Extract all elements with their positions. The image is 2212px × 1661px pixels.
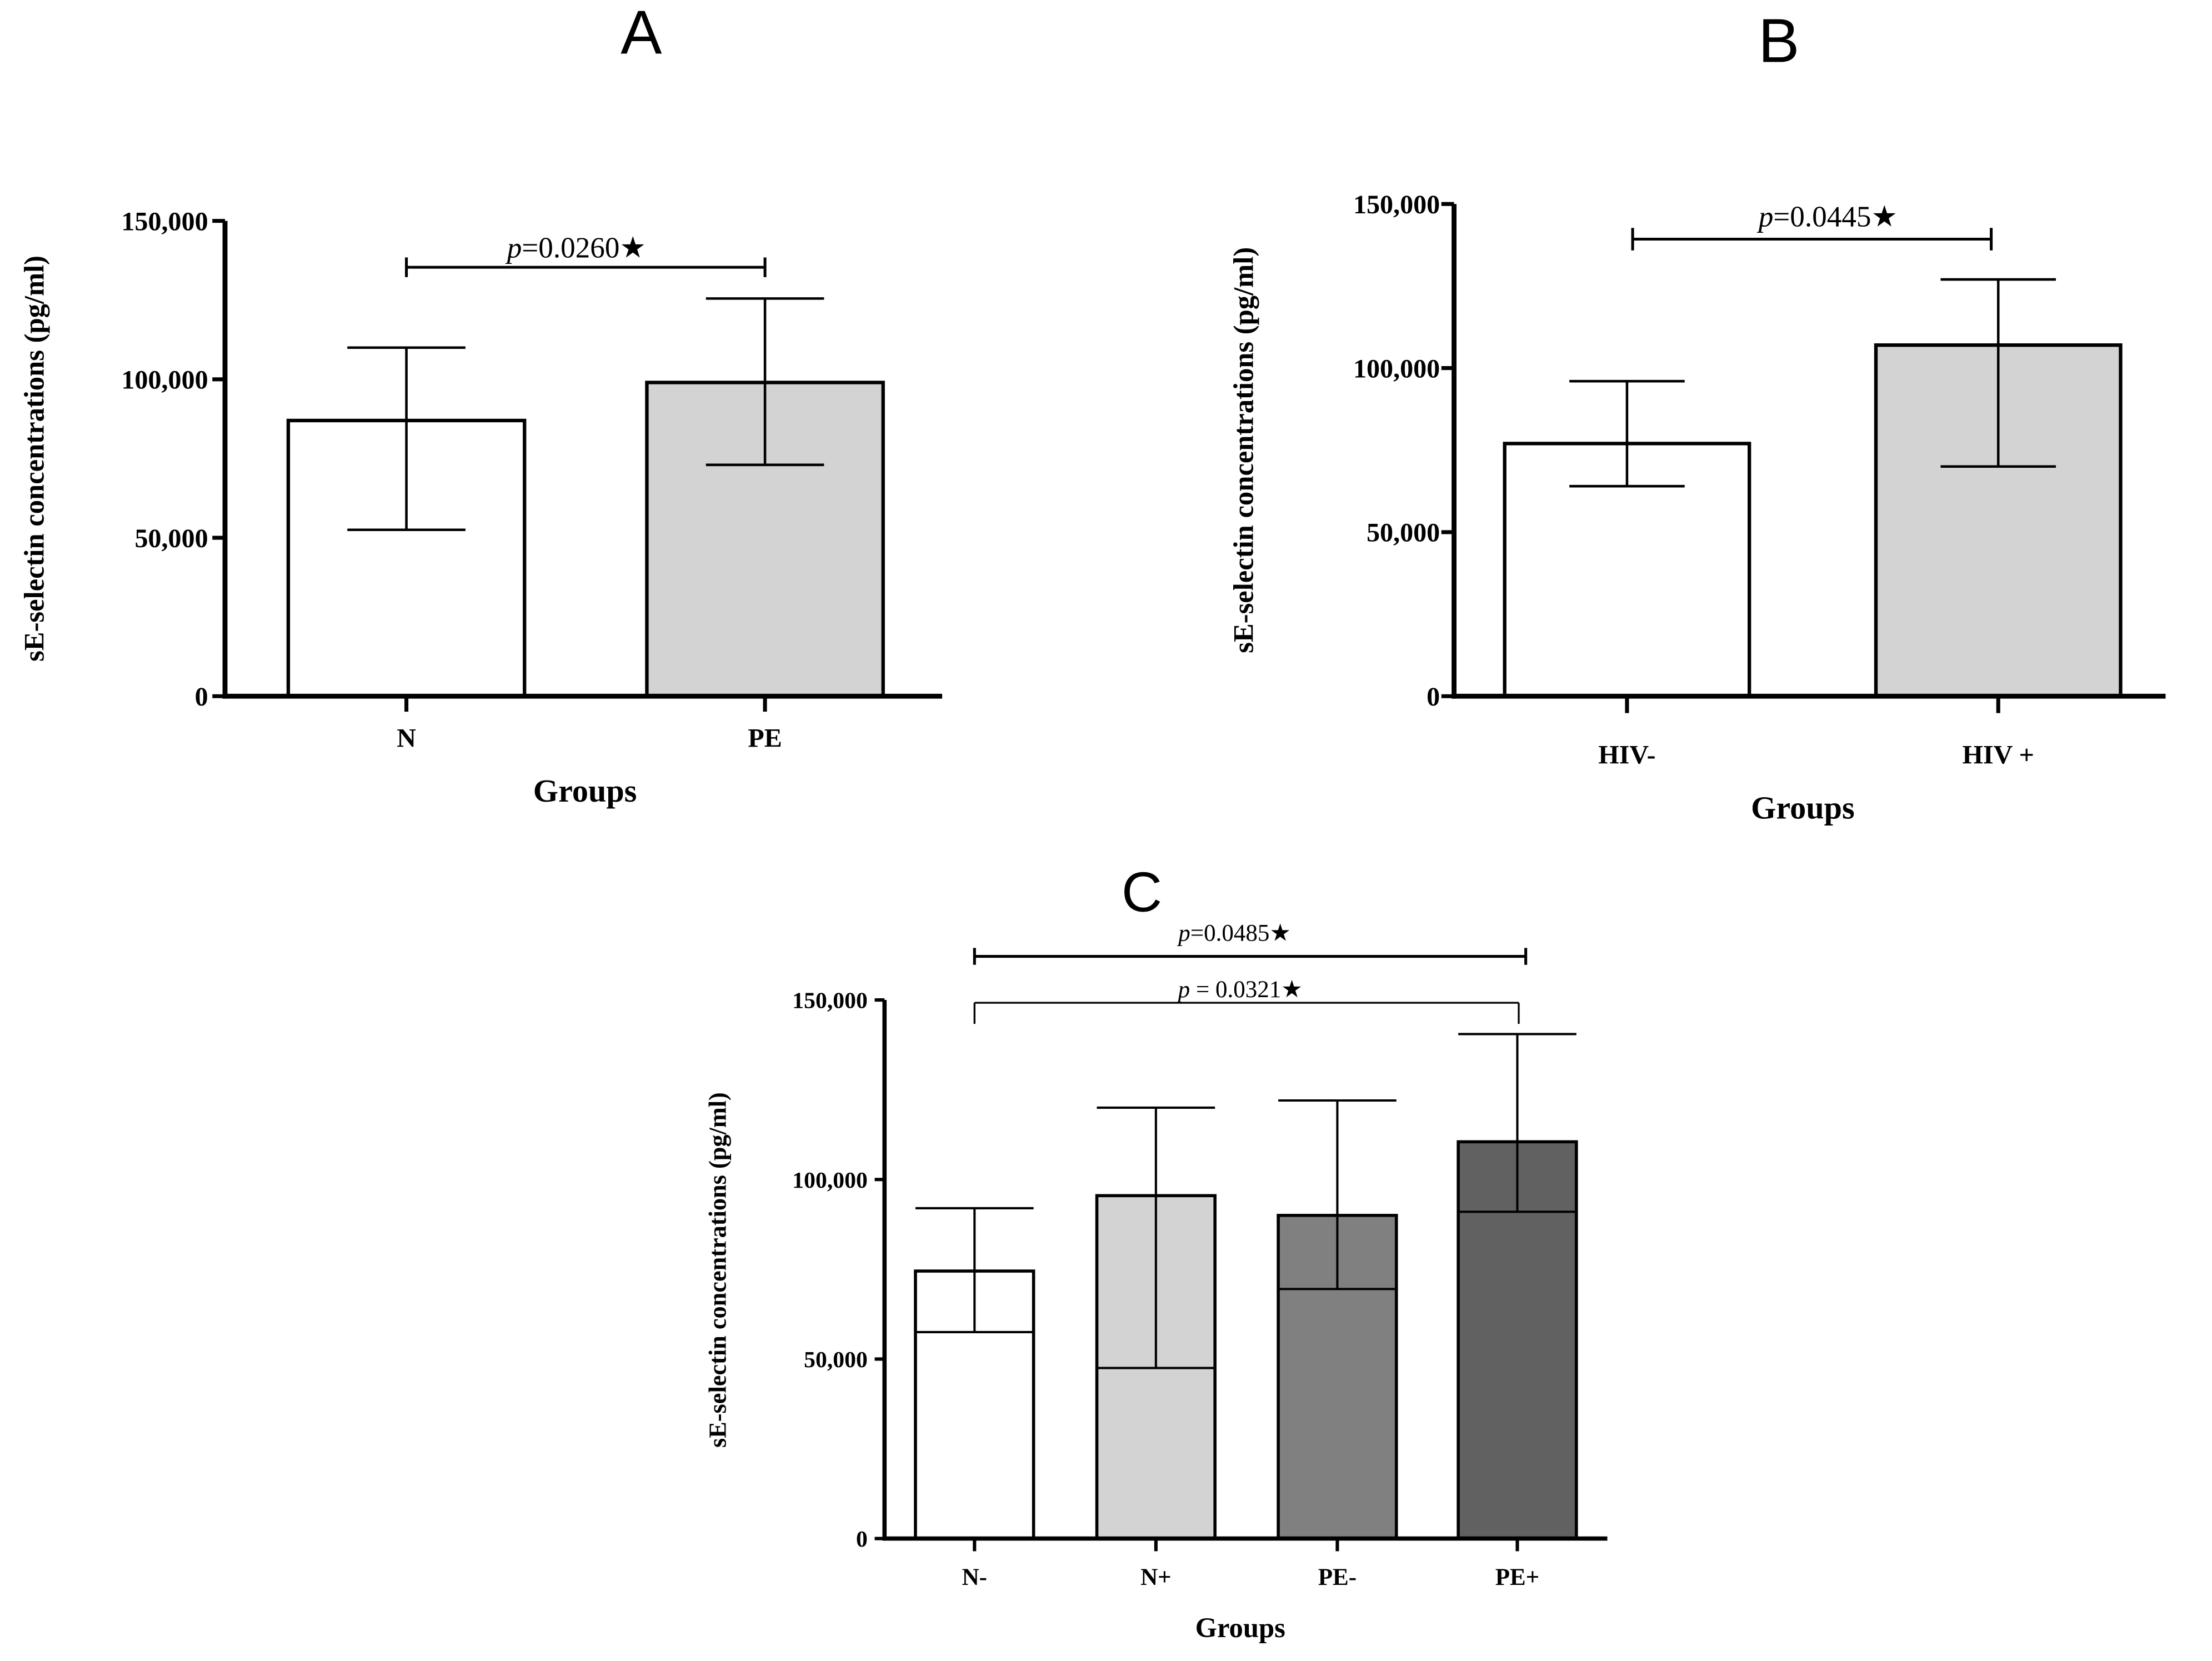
p-symbol: p bbox=[505, 232, 522, 264]
error-bar-hiv-minus bbox=[1569, 379, 1685, 488]
y-axis-title: sE-selectin concentrations (pg/ml) bbox=[704, 1092, 732, 1448]
y-axis-title: sE-selectin concentrations (pg/ml) bbox=[1228, 247, 1259, 653]
significance-bracket bbox=[405, 257, 767, 277]
panel-label: B bbox=[1758, 6, 1799, 76]
p-value-text: =0.0445★ bbox=[1773, 201, 1898, 233]
error-bar-pe-plus bbox=[1458, 1033, 1577, 1213]
p-value-annotation: p = 0.0321★ bbox=[1177, 977, 1303, 1003]
significance-bracket bbox=[973, 1002, 1520, 1024]
error-bar-pe bbox=[705, 297, 824, 467]
significance-bracket bbox=[973, 948, 1528, 965]
y-tick-label: 100,000 bbox=[1353, 354, 1440, 383]
p-value-annotation: p=0.0485★ bbox=[1177, 920, 1291, 947]
panel-c: C 0 50,000 100,000 150,000 N- N+ PE- PE+ Groups sE… bbox=[704, 861, 1608, 1643]
y-tick-label: 150,000 bbox=[121, 207, 208, 236]
p-symbol: p bbox=[1177, 920, 1190, 947]
error-bar-n-plus bbox=[1097, 1106, 1215, 1369]
y-tick-label: 0 bbox=[1427, 682, 1440, 712]
x-tick-label-pe-minus: PE- bbox=[1318, 1564, 1357, 1590]
p-value-text: =0.0260★ bbox=[522, 232, 646, 264]
chart-panels: A 0 50,000 100,000 150,000 N PE Groups sE-select… bbox=[18, 0, 2166, 1643]
x-tick-label-n: N bbox=[397, 723, 416, 753]
error-bar-n bbox=[347, 346, 466, 532]
x-tick-label-n-plus: N+ bbox=[1140, 1564, 1172, 1590]
error-bar-hiv-plus bbox=[1940, 278, 2056, 468]
p-value-annotation: p=0.0260★ bbox=[505, 232, 646, 264]
panel-label: C bbox=[1122, 861, 1162, 924]
x-axis-title: Groups bbox=[1751, 789, 1855, 826]
y-tick-label: 150,000 bbox=[1353, 190, 1440, 219]
y-tick-label: 150,000 bbox=[792, 988, 868, 1014]
x-tick-label-n-minus: N- bbox=[962, 1564, 987, 1590]
p-symbol: p bbox=[1756, 201, 1774, 233]
y-tick-label: 50,000 bbox=[1367, 518, 1440, 548]
x-tick-label-hiv-minus: HIV- bbox=[1598, 741, 1655, 770]
x-tick-label-hiv-plus: HIV + bbox=[1963, 741, 2034, 770]
y-tick-label: 0 bbox=[856, 1527, 868, 1552]
panel-a: A 0 50,000 100,000 150,000 N PE Groups sE-select… bbox=[18, 0, 943, 809]
y-tick-label: 100,000 bbox=[121, 366, 208, 395]
significance-bracket bbox=[1631, 228, 1993, 251]
error-bar-n-minus bbox=[915, 1207, 1034, 1333]
y-axis-title: sE-selectin concentrations (pg/ml) bbox=[18, 256, 49, 662]
p-value-annotation: p=0.0445★ bbox=[1756, 201, 1898, 233]
x-tick-label-pe: PE bbox=[748, 723, 782, 753]
y-tick-label: 100,000 bbox=[792, 1168, 868, 1193]
y-tick-label: 50,000 bbox=[804, 1347, 868, 1373]
x-axis-title: Groups bbox=[1195, 1612, 1285, 1643]
x-tick-label-pe-plus: PE+ bbox=[1495, 1564, 1539, 1590]
p-value-text: =0.0485★ bbox=[1190, 920, 1291, 947]
panel-label: A bbox=[620, 0, 662, 67]
y-tick-label: 50,000 bbox=[134, 524, 208, 553]
y-tick-label: 0 bbox=[195, 682, 208, 712]
x-axis-title: Groups bbox=[533, 773, 637, 809]
error-bar-pe-minus bbox=[1278, 1099, 1397, 1290]
p-symbol: p bbox=[1177, 977, 1190, 1003]
panel-b: B 0 50,000 100,000 150,000 HIV- HIV + Groups sE-… bbox=[1228, 6, 2166, 826]
p-value-text: = 0.0321★ bbox=[1190, 977, 1303, 1003]
